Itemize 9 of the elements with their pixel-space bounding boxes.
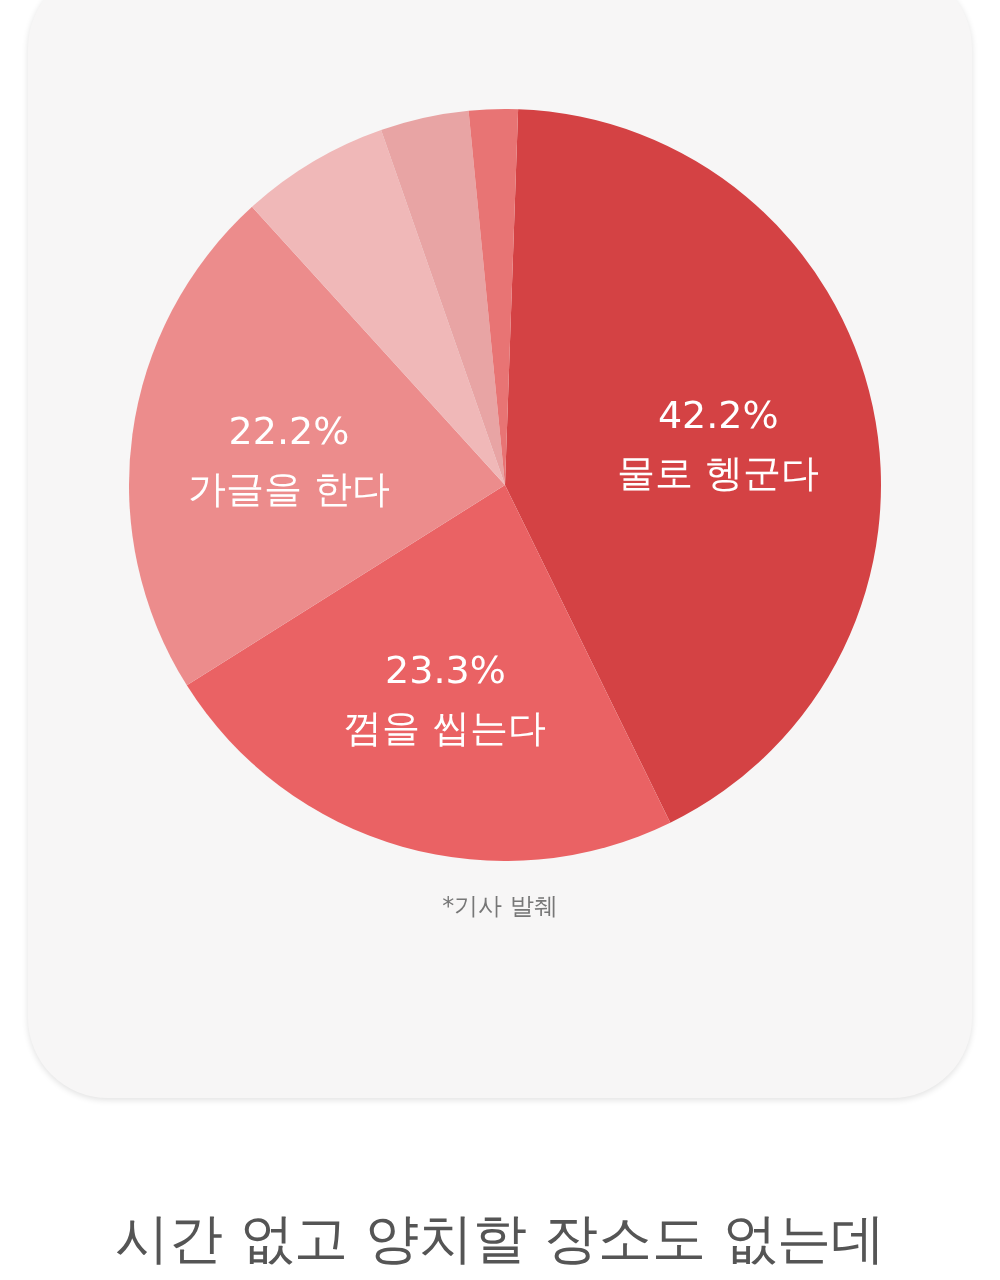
slice-label: 가글을 한다 [187,466,390,511]
text: *기사 발췌 [441,891,559,922]
slice-label: 물로 헹군다 [617,450,820,495]
text: 시간 없고 양치할 장소도 없는데 [113,1206,887,1272]
pie-slice [129,206,505,686]
data-label: 22.2% [228,408,350,453]
data-label: 42.2% [657,392,779,437]
slice-label: 껌을 씹는다 [344,705,547,750]
data-label: 23.3% [385,647,506,692]
